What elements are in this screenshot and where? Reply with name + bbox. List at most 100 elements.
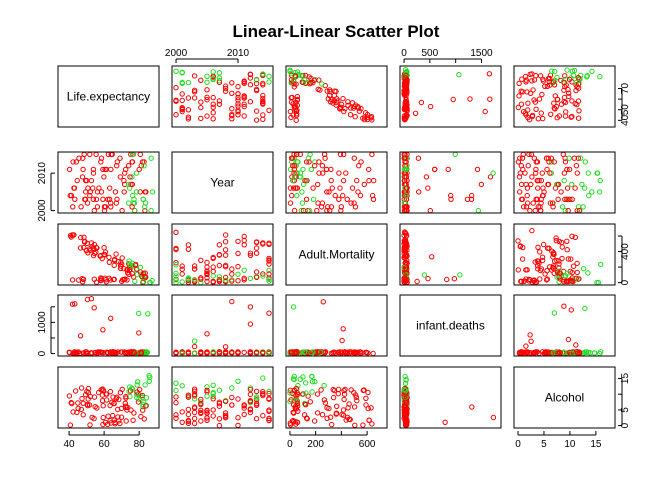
data-point	[525, 200, 531, 206]
data-point	[445, 166, 451, 173]
data-point	[557, 350, 563, 356]
data-point	[297, 376, 303, 382]
data-point	[100, 403, 106, 409]
data-point	[310, 196, 317, 203]
panel-frame	[57, 366, 160, 429]
data-point	[308, 80, 314, 86]
data-point	[247, 82, 254, 88]
panel-year-vs-adult-mortality	[171, 223, 274, 286]
data-point	[70, 409, 76, 415]
data-point	[77, 333, 84, 339]
data-point	[191, 420, 198, 427]
data-point	[179, 279, 185, 285]
data-point	[98, 252, 104, 259]
data-point	[85, 250, 91, 256]
data-point	[98, 189, 105, 195]
data-point	[173, 85, 179, 91]
data-point	[66, 166, 73, 173]
data-point	[100, 387, 107, 393]
data-point	[100, 327, 106, 333]
data-point	[529, 112, 536, 119]
panel-alcohol-vs-adult-mortality	[513, 223, 616, 286]
data-point	[549, 200, 556, 206]
tick-label: 15	[590, 439, 602, 450]
data-point	[553, 238, 559, 244]
tick-label: 0	[515, 439, 521, 450]
data-point	[198, 349, 204, 355]
data-point	[333, 99, 339, 106]
data-point	[80, 166, 86, 173]
data-point	[569, 98, 575, 104]
scatter-points	[66, 152, 156, 213]
data-point	[119, 255, 125, 261]
data-point	[90, 185, 96, 191]
data-point	[260, 391, 266, 397]
data-point	[222, 349, 229, 355]
data-point	[568, 114, 574, 120]
data-point	[105, 413, 111, 419]
data-point	[247, 252, 254, 259]
data-point	[235, 94, 241, 101]
data-point	[442, 419, 448, 425]
data-point	[185, 116, 192, 122]
data-point	[241, 242, 247, 248]
panel-adult-mortality-vs-infant-deaths	[285, 294, 388, 357]
data-point	[291, 163, 297, 169]
data-point	[185, 420, 192, 426]
data-point	[121, 265, 127, 272]
data-point	[370, 350, 376, 356]
data-point	[342, 350, 349, 356]
panel-frame	[399, 223, 502, 286]
data-point	[222, 83, 229, 89]
data-point	[266, 267, 272, 274]
data-point	[580, 266, 587, 272]
data-point	[173, 98, 179, 104]
tick-label: 0	[620, 422, 631, 428]
data-point	[235, 250, 241, 257]
data-point	[598, 349, 604, 355]
panel-alcohol-vs-alcohol: Alcohol	[513, 366, 616, 429]
data-point	[126, 185, 133, 191]
data-point	[204, 415, 210, 421]
data-point	[535, 204, 541, 210]
data-point	[352, 392, 359, 398]
data-point	[316, 159, 322, 165]
data-point	[260, 98, 266, 104]
data-point	[288, 70, 294, 76]
data-point	[129, 174, 135, 180]
data-point	[540, 115, 546, 122]
data-point	[204, 384, 210, 390]
data-point	[260, 271, 266, 277]
data-point	[198, 104, 204, 111]
data-point	[319, 412, 326, 418]
data-point	[129, 260, 136, 266]
panel-year-vs-year: Year	[171, 151, 274, 214]
data-point	[134, 389, 140, 395]
data-point	[360, 115, 366, 121]
data-point	[113, 200, 120, 206]
data-point	[401, 251, 407, 257]
data-point	[547, 200, 554, 206]
data-point	[527, 207, 533, 213]
data-point	[535, 116, 541, 122]
data-point	[303, 415, 310, 421]
data-point	[125, 404, 131, 411]
data-point	[253, 397, 260, 403]
data-point	[532, 207, 538, 213]
data-point	[260, 80, 266, 87]
data-point	[402, 174, 408, 180]
panel-frame	[171, 151, 274, 214]
data-point	[266, 415, 272, 422]
data-point	[260, 95, 266, 102]
data-point	[222, 398, 229, 405]
tick-label: 500	[422, 48, 439, 59]
left-axis-infant-deaths: 0 1000	[37, 306, 55, 356]
data-point	[288, 397, 294, 403]
data-point	[210, 273, 216, 279]
data-point	[357, 350, 364, 356]
data-point	[562, 196, 568, 203]
data-point	[266, 276, 272, 282]
data-point	[229, 106, 235, 112]
data-point	[124, 277, 130, 283]
data-point	[106, 254, 112, 260]
